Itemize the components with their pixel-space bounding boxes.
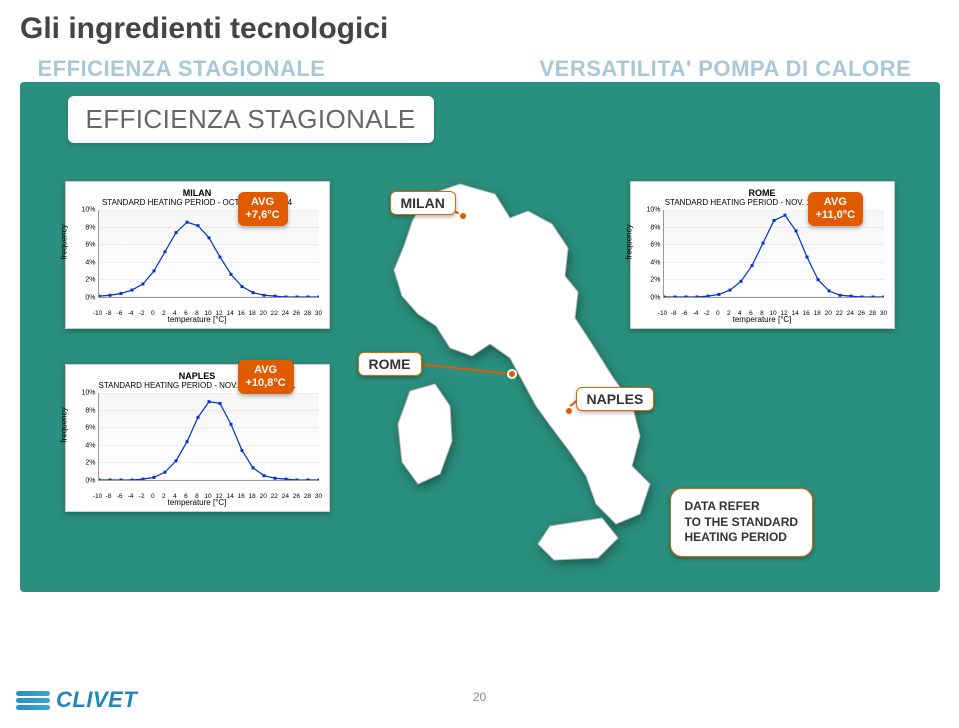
y-ticks-rome: 10%8%6%4%2%0% <box>641 210 663 298</box>
logo-text: CLIVET <box>56 687 137 713</box>
map-pin-naples <box>564 406 574 416</box>
data-refer-box: DATA REFER TO THE STANDARD HEATING PERIO… <box>670 488 814 557</box>
avg-milan-l2: +7,6°C <box>246 209 280 221</box>
axis-y-label-milan: frequency <box>59 224 68 259</box>
axis-y-label-rome: frequency <box>624 224 633 259</box>
tag-rome: ROME <box>358 352 422 376</box>
page-number: 20 <box>473 690 486 704</box>
axis-y-label-naples: frequency <box>59 407 68 442</box>
axis-x-label-rome: temperature [°C] <box>637 315 888 324</box>
axis-x-label-milan: temperature [°C] <box>72 315 323 324</box>
map-pin-rome <box>507 369 517 379</box>
avg-badge-rome: AVG +11,0°C <box>808 192 864 226</box>
data-refer-l1: DATA REFER <box>685 499 760 513</box>
y-ticks-naples: 10%8%6%4%2%0% <box>76 393 98 481</box>
avg-badge-naples: AVG +10,8°C <box>238 360 294 394</box>
plot-area-naples <box>98 393 319 481</box>
content-area: EFFICIENZA STAGIONALE VERSATILITA' POMPA… <box>20 56 940 616</box>
avg-naples-l1: AVG <box>254 364 277 376</box>
footer: CLIVET 20 <box>0 658 959 728</box>
logo-icon <box>16 686 50 714</box>
avg-naples-l2: +10,8°C <box>246 377 286 389</box>
chart-box-milan: MILAN STANDARD HEATING PERIOD - OCT. 15 … <box>65 181 330 329</box>
sub-heading-box: EFFICIENZA STAGIONALE <box>68 96 434 143</box>
sub-heading-text: EFFICIENZA STAGIONALE <box>86 104 416 134</box>
avg-milan-l1: AVG <box>251 196 274 208</box>
axis-x-label-naples: temperature [°C] <box>72 498 323 507</box>
avg-rome-l2: +11,0°C <box>816 209 856 221</box>
tag-milan: MILAN <box>390 191 456 215</box>
ghost-left-label: EFFICIENZA STAGIONALE <box>38 56 326 82</box>
map-pin-milan <box>458 211 468 221</box>
data-refer-l3: HEATING PERIOD <box>685 530 787 544</box>
page-title: Gli ingredienti tecnologici <box>0 0 959 56</box>
y-ticks-milan: 10%8%6%4%2%0% <box>76 210 98 298</box>
ghost-right-label: VERSATILITA' POMPA DI CALORE <box>540 56 912 82</box>
avg-badge-milan: AVG +7,6°C <box>238 192 288 226</box>
tag-naples: NAPLES <box>576 387 655 411</box>
avg-rome-l1: AVG <box>824 196 847 208</box>
logo: CLIVET <box>16 686 137 714</box>
data-refer-l2: TO THE STANDARD <box>685 515 799 529</box>
